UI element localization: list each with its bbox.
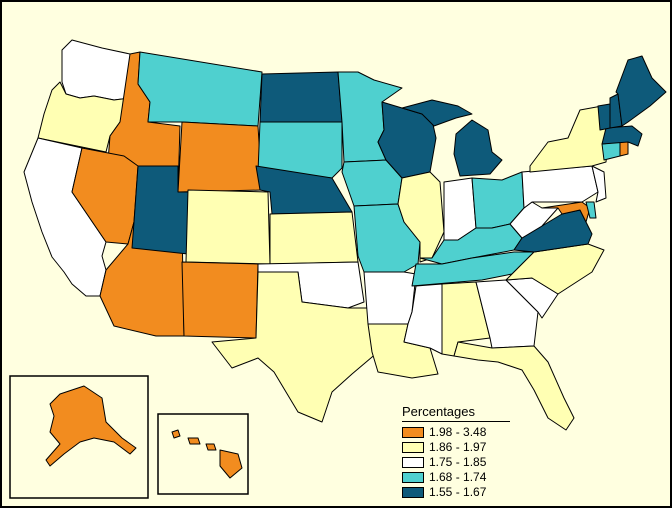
legend-item: 1.98 - 3.48 [402, 425, 512, 439]
legend-item: 1.86 - 1.97 [402, 440, 512, 454]
state-ar [363, 271, 417, 325]
state-mi-lower [453, 119, 503, 177]
state-de [585, 201, 597, 219]
state-ct [601, 141, 621, 161]
legend-divider [402, 421, 510, 422]
state-fl [453, 341, 575, 431]
state-nj [591, 165, 607, 203]
legend-item: 1.75 - 1.85 [402, 455, 512, 469]
state-ak [45, 385, 137, 467]
legend-label: 1.98 - 3.48 [429, 425, 487, 439]
legend-item: 1.55 - 1.67 [402, 485, 512, 499]
legend-swatch [402, 471, 424, 483]
legend: Percentages 1.98 - 3.48 1.86 - 1.97 1.75… [402, 404, 512, 500]
legend-swatch [402, 486, 424, 498]
hawaii-inset-box [157, 413, 249, 495]
state-mt [137, 51, 263, 127]
state-ks [269, 211, 359, 265]
state-mi [401, 99, 473, 127]
legend-swatch [402, 426, 424, 438]
state-me [615, 55, 667, 127]
state-ma [601, 125, 643, 147]
legend-label: 1.75 - 1.85 [429, 455, 487, 469]
state-ny [529, 105, 609, 173]
legend-label: 1.86 - 1.97 [429, 440, 487, 454]
legend-label: 1.68 - 1.74 [429, 470, 487, 484]
alaska-inset-box [9, 375, 149, 499]
state-ne [255, 165, 353, 215]
state-wy [177, 121, 263, 193]
state-ri [619, 141, 629, 157]
legend-swatch [402, 441, 424, 453]
state-nm [181, 261, 259, 339]
state-nd [259, 71, 343, 123]
legend-item: 1.68 - 1.74 [402, 470, 512, 484]
state-hi [171, 429, 243, 479]
legend-title: Percentages [402, 404, 475, 419]
state-co [185, 189, 271, 265]
state-tx [211, 271, 379, 423]
state-vt [597, 103, 611, 131]
state-md [541, 201, 591, 223]
state-sd [257, 121, 343, 179]
legend-label: 1.55 - 1.67 [429, 485, 487, 499]
legend-swatch [402, 456, 424, 468]
state-wa [61, 39, 131, 101]
